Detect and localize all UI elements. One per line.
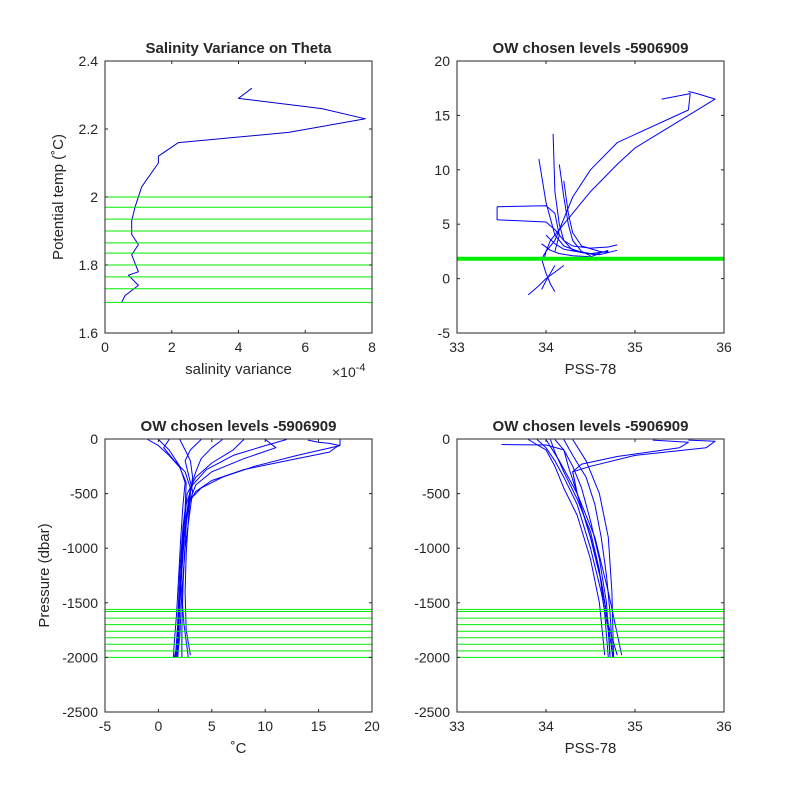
y-tick-label: -500 (422, 486, 450, 502)
y-tick-label: -2000 (414, 649, 450, 665)
plot-area (105, 87, 372, 303)
series-line-1 (541, 91, 716, 292)
x-tick-label: 2 (168, 339, 176, 355)
y-tick-label: -2500 (414, 704, 450, 720)
y-axis-label: Potential temp (˚C) (50, 134, 67, 260)
chart-panel-2: 33 34 35 36 -5 0 5 10 15 20 OW chosen levels -5906… (434, 40, 732, 378)
x-tick-label: 5 (208, 718, 216, 734)
axes-box (456, 438, 725, 713)
series-line-10 (541, 243, 600, 258)
chart-panel-3: -5 0 5 10 15 20 -2500 -2000 -1500 -1000 -500 0 OW ch… (36, 418, 380, 757)
x-tick-label: 10 (257, 718, 273, 734)
y-tick-label: 1.6 (79, 325, 99, 341)
chart-panel-4: 33 34 35 36 -2500 -2000 -1500 -1000 -500 0 OW chos… (414, 418, 732, 757)
x-axis-label: PSS-78 (565, 361, 617, 378)
y-tick-label: 0 (442, 431, 450, 447)
series-line-5 (554, 439, 611, 658)
x-tick-label: 4 (235, 339, 243, 355)
y-tick-label: -1000 (414, 540, 450, 556)
y-tick-label: -2000 (62, 649, 98, 665)
y-tick-label: 10 (434, 162, 450, 178)
series-line-4 (536, 439, 611, 658)
series-line-7 (558, 164, 591, 257)
y-tick-label: 1.8 (79, 257, 99, 273)
series-line-12 (541, 265, 556, 290)
x-tick-label: 36 (716, 718, 732, 734)
series-line-10 (180, 439, 287, 658)
series-line-6 (527, 439, 606, 656)
series-line-5 (552, 133, 609, 255)
y-tick-label: -500 (70, 486, 98, 502)
series-line-7 (563, 439, 614, 658)
x-tick-label: 33 (449, 718, 465, 734)
chart-title: OW chosen levels -5906909 (493, 418, 689, 435)
series-line-11 (179, 439, 194, 656)
y-tick-label: 5 (442, 216, 450, 232)
y-tick-label: -1000 (62, 540, 98, 556)
series-line-6 (538, 158, 618, 256)
x-tick-label: 0 (155, 718, 163, 734)
series-line-10 (545, 439, 623, 656)
x-tick-label: 36 (716, 339, 732, 355)
x-tick-label: 0 (101, 339, 109, 355)
y-tick-label: -1500 (62, 595, 98, 611)
y-tick-label: -5 (438, 325, 451, 341)
x-tick-label: 34 (538, 718, 554, 734)
plot-area (457, 439, 724, 658)
y-tick-label: 0 (442, 271, 450, 287)
x-tick-label: 35 (627, 718, 643, 734)
y-tick-label: 0 (90, 431, 98, 447)
x-tick-label: 35 (627, 339, 643, 355)
x-axis-exponent: ×10-4 (332, 362, 366, 380)
x-tick-label: 34 (538, 339, 554, 355)
x-axis-label: PSS-78 (565, 740, 617, 757)
chart-title: OW chosen levels -5906909 (493, 40, 689, 57)
x-axis-label: ˚C (231, 740, 247, 757)
x-tick-label: 20 (364, 718, 380, 734)
y-tick-label: -1500 (414, 595, 450, 611)
x-tick-label: -5 (99, 718, 112, 734)
series-line-2 (543, 93, 691, 260)
plot-area (457, 91, 724, 296)
series-line-4 (497, 205, 560, 252)
x-tick-label: 33 (449, 339, 465, 355)
x-tick-label: 8 (368, 339, 376, 355)
y-axis-label: Pressure (dbar) (36, 523, 53, 627)
axes-box (456, 60, 725, 334)
series-line-4 (175, 439, 245, 658)
series-line-9 (572, 439, 615, 658)
x-axis-label: salinity variance (185, 361, 292, 378)
series-line-8 (563, 180, 609, 253)
y-tick-label: -2500 (62, 704, 98, 720)
series-line-1 (121, 87, 366, 303)
chart-panel-1: 0 2 4 6 8 1.6 1.8 2 2.2 2.4 Salinity Variance on T… (50, 40, 376, 380)
chart-title: Salinity Variance on Theta (146, 40, 333, 57)
axes-box (104, 438, 373, 713)
x-tick-label: 15 (311, 718, 327, 734)
y-tick-label: 20 (434, 53, 450, 69)
x-tick-label: 6 (301, 339, 309, 355)
y-tick-label: 2.4 (79, 53, 99, 69)
series-line-6 (147, 439, 187, 658)
y-tick-label: 2.2 (79, 121, 99, 137)
chart-title: OW chosen levels -5906909 (141, 418, 337, 435)
y-tick-label: 2 (90, 189, 98, 205)
y-tick-label: 15 (434, 107, 450, 123)
series-line-9 (158, 439, 186, 658)
series-line-11 (527, 265, 565, 296)
plot-area (105, 439, 372, 658)
